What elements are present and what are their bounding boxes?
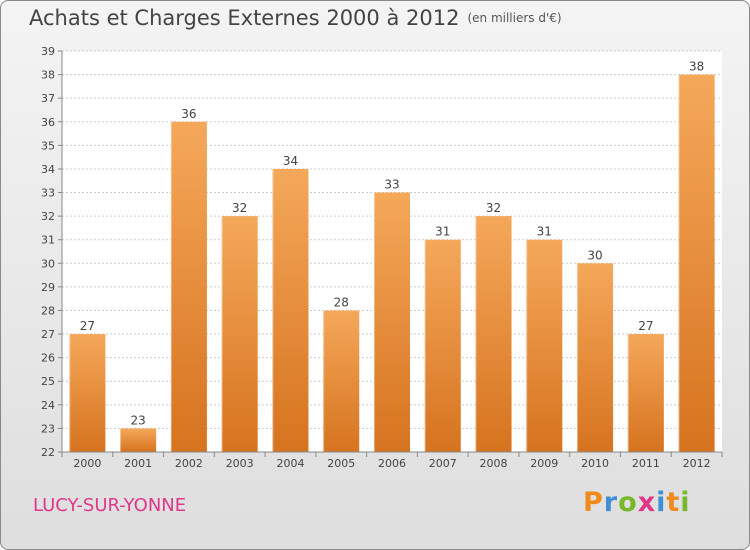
x-tick-label: 2000 — [73, 457, 101, 470]
y-tick-label: 31 — [41, 234, 55, 247]
y-tick-label: 28 — [41, 304, 55, 317]
bar-value-label: 31 — [537, 225, 552, 239]
commune-name: LUCY-SUR-YONNE — [33, 495, 187, 516]
bar-value-label: 30 — [587, 248, 602, 262]
y-tick-label: 35 — [41, 139, 55, 152]
x-tick-label: 2004 — [276, 457, 304, 470]
bar-value-label: 36 — [181, 107, 196, 121]
x-tick-label: 2007 — [429, 457, 457, 470]
bar — [475, 216, 512, 452]
logo-letter: r — [603, 487, 619, 518]
proxiti-logo: Proxiti — [583, 487, 691, 518]
logo-letter: i — [680, 487, 691, 518]
bar-value-label: 31 — [435, 225, 450, 239]
x-tick-label: 2008 — [480, 457, 508, 470]
bar-value-label: 32 — [486, 201, 501, 215]
bar — [627, 334, 664, 452]
bar — [221, 216, 258, 452]
x-tick-label: 2012 — [683, 457, 711, 470]
y-tick-label: 26 — [41, 352, 55, 365]
chart-unit: (en milliers d'€) — [467, 11, 562, 25]
x-tick-label: 2006 — [378, 457, 406, 470]
y-tick-label: 37 — [41, 92, 55, 105]
logo-letter: P — [583, 487, 604, 518]
bar — [374, 192, 410, 452]
bar-value-label: 38 — [689, 60, 704, 74]
logo-letter: t — [666, 487, 681, 518]
bar — [678, 74, 715, 453]
y-tick-label: 39 — [41, 45, 55, 58]
x-tick-label: 2003 — [226, 457, 254, 470]
x-tick-label: 2011 — [632, 457, 660, 470]
y-tick-label: 27 — [41, 328, 55, 341]
bar — [272, 168, 309, 453]
bar-value-label: 23 — [131, 413, 146, 427]
bar-value-label: 28 — [334, 295, 349, 309]
logo-letter: x — [637, 487, 657, 518]
y-tick-label: 29 — [41, 281, 55, 294]
y-tick-label: 38 — [41, 69, 55, 82]
bar — [424, 239, 461, 452]
bar — [170, 121, 207, 452]
bar-value-label: 34 — [283, 154, 298, 168]
logo-letter: i — [656, 487, 667, 518]
bars: 27 23 36 32 34 28 33 31 32 31 30 27 38 — [69, 60, 715, 453]
y-tick-label: 32 — [41, 210, 55, 223]
y-tick-label: 25 — [41, 375, 55, 388]
axes: 22 23 24 25 26 27 28 29 30 31 32 33 34 35 36 37 38 39 2000… — [41, 45, 723, 470]
y-tick-label: 24 — [41, 399, 55, 412]
bar — [323, 310, 360, 452]
x-tick-label: 2005 — [327, 457, 355, 470]
bar-value-label: 27 — [80, 319, 95, 333]
bar — [69, 334, 106, 452]
chart-title-text: Achats et Charges Externes 2000 à 2012 — [29, 6, 460, 30]
y-tick-label: 36 — [41, 116, 55, 129]
x-tick-label: 2010 — [581, 457, 609, 470]
chart-title: Achats et Charges Externes 2000 à 2012 (e… — [29, 6, 562, 30]
bar — [526, 239, 563, 452]
bar — [120, 428, 157, 452]
logo-letter: o — [618, 487, 638, 518]
y-tick-label: 33 — [41, 187, 55, 200]
x-tick-label: 2009 — [530, 457, 558, 470]
bar-value-label: 27 — [638, 319, 653, 333]
x-tick-label: 2001 — [124, 457, 152, 470]
y-tick-label: 30 — [41, 257, 55, 270]
y-tick-label: 34 — [41, 163, 55, 176]
y-tick-label: 22 — [41, 446, 55, 459]
bar-value-label: 32 — [232, 201, 247, 215]
y-tick-label: 23 — [41, 422, 55, 435]
bar-value-label: 33 — [384, 178, 399, 192]
bar — [577, 263, 614, 452]
x-tick-label: 2002 — [175, 457, 203, 470]
